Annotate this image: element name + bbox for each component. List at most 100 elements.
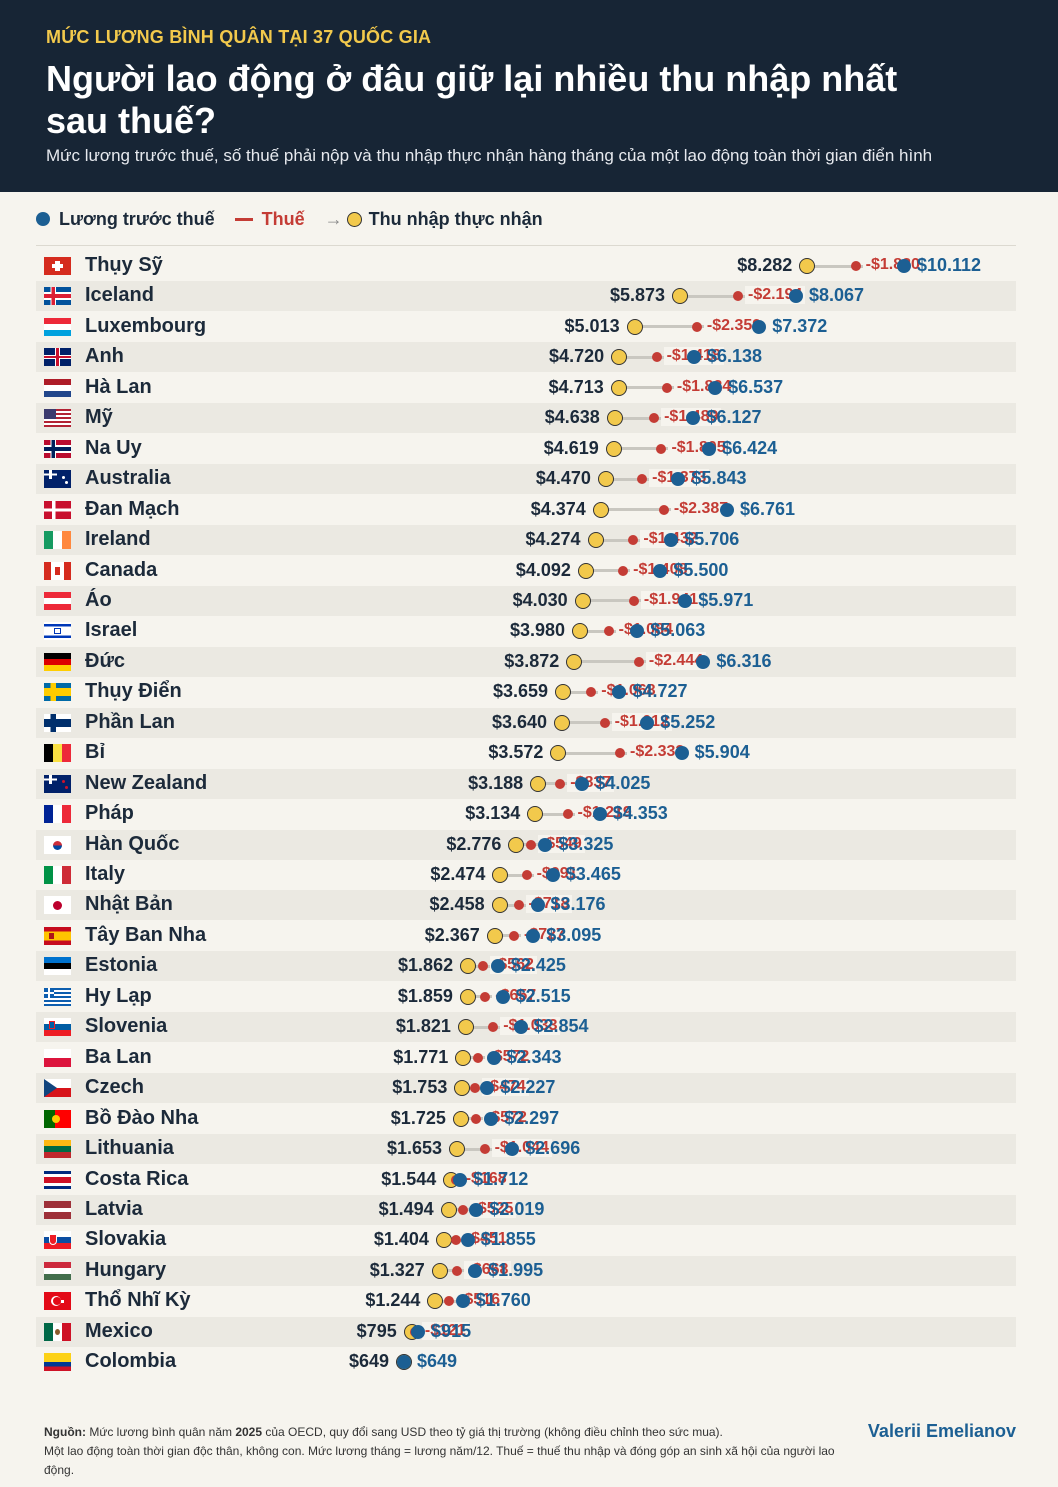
gross-value-label: $2.227 — [500, 1077, 556, 1098]
net-value-label: $3.872 — [504, 650, 560, 671]
ch-flag-icon — [44, 257, 71, 275]
gross-value-label: $10.112 — [917, 255, 982, 275]
cr-flag-icon — [44, 1170, 71, 1189]
net-point — [527, 806, 544, 823]
legend-tax-label: Thuế — [261, 208, 305, 229]
net-value-label: $1.725 — [390, 1107, 446, 1128]
legend-tax: Thuế — [234, 208, 305, 230]
tax-point — [488, 1022, 499, 1033]
tax-point — [661, 382, 672, 393]
country-name: Estonia — [85, 954, 158, 977]
net-dot-icon — [346, 211, 362, 227]
net-value-label: $1.327 — [369, 1259, 425, 1280]
net-point — [611, 349, 628, 366]
net-point — [431, 1262, 448, 1279]
tax-point — [599, 717, 610, 728]
net-value-label: $1.821 — [395, 1016, 451, 1037]
net-point — [457, 1019, 474, 1036]
tax-point — [477, 961, 488, 972]
gross-value-label: $5.843 — [691, 468, 747, 489]
tax-value-label: -$121 — [421, 1321, 469, 1340]
tax-point — [586, 687, 597, 698]
ee-flag-icon — [44, 957, 71, 976]
tax-point — [656, 443, 667, 454]
gross-point — [484, 1111, 499, 1126]
legend-net: → Thu nhập thực nhận — [325, 209, 543, 230]
source-line: Nguồn: Mức lương bình quân năm 2025 của … — [44, 1423, 864, 1442]
lt-flag-icon — [44, 1140, 71, 1159]
it-flag-icon — [44, 866, 71, 884]
kr-flag-icon — [44, 835, 71, 854]
tax-point — [521, 870, 532, 880]
net-value-label: $2.458 — [429, 894, 485, 915]
no-flag-icon — [44, 439, 71, 458]
net-value-label: $4.030 — [512, 589, 568, 610]
ca-flag-icon — [44, 561, 71, 580]
tax-value-label: -$1.805 — [668, 438, 729, 457]
country-name: Na Uy — [85, 436, 142, 459]
gross-point — [708, 380, 723, 395]
legend-gross-label: Lương trước thuế — [59, 208, 215, 229]
tax-point — [457, 1204, 468, 1215]
be-flag-icon — [44, 744, 71, 763]
net-point — [460, 958, 477, 975]
nl-flag-icon — [44, 378, 71, 397]
net-point — [626, 318, 643, 335]
tax-point — [555, 778, 566, 789]
gross-point — [453, 1172, 468, 1187]
si-flag-icon — [44, 1018, 71, 1037]
net-value-label: $1.771 — [393, 1046, 449, 1067]
gross-value-label: $1.855 — [480, 1229, 536, 1250]
gross-point — [897, 259, 911, 273]
net-value-label: $1.753 — [392, 1077, 448, 1098]
gross-value-label: $6.316 — [716, 650, 772, 671]
gross-point — [702, 441, 717, 456]
se-flag-icon — [44, 683, 71, 702]
country-name: Italy — [85, 863, 126, 885]
gross-point — [495, 989, 510, 1004]
net-value-label: $4.274 — [525, 529, 581, 550]
net-value-label: $8.282 — [737, 255, 793, 275]
co-flag-icon — [44, 1353, 71, 1372]
net-point — [597, 471, 614, 488]
net-point — [610, 379, 627, 396]
net-value-label: $4.470 — [535, 468, 591, 489]
jp-flag-icon — [44, 896, 71, 915]
gross-point — [538, 837, 553, 852]
country-name: Luxembourg — [85, 314, 207, 337]
country-name: Czech — [85, 1076, 144, 1099]
tax-point — [470, 1113, 481, 1124]
gross-value-label: $6.537 — [728, 376, 784, 397]
net-value-label: $3.134 — [465, 803, 521, 824]
tax-point — [509, 930, 519, 941]
gross-point — [505, 1142, 520, 1157]
net-point — [587, 532, 604, 549]
pt-flag-icon — [44, 1109, 71, 1128]
row-stripe — [36, 525, 1016, 556]
pl-flag-icon — [44, 1048, 71, 1067]
gross-value-label: $4.727 — [632, 681, 688, 702]
at-flag-icon — [44, 591, 71, 610]
tax-point — [628, 595, 639, 606]
net-point — [574, 592, 591, 609]
net-value-label: $3.659 — [492, 681, 549, 702]
net-value-label: $3.188 — [468, 772, 524, 793]
gross-point — [455, 1294, 470, 1309]
gross-value-label: $649 — [417, 1351, 458, 1372]
gross-point — [687, 350, 702, 365]
gross-value-label: $2.515 — [515, 985, 571, 1006]
gross-value-label: $6.761 — [739, 498, 795, 519]
au-flag-icon — [44, 470, 71, 489]
net-point — [491, 897, 508, 914]
source-label: Nguồn: — [44, 1425, 86, 1439]
gross-value-label: $5.500 — [673, 559, 729, 580]
country-name: Đan Mạch — [85, 497, 180, 520]
net-value-label: $1.544 — [381, 1168, 437, 1189]
gross-value-label: $3.176 — [550, 894, 606, 915]
net-point — [449, 1141, 466, 1158]
tax-point — [603, 626, 614, 637]
gross-value-label: $4.025 — [595, 772, 651, 793]
row-stripe — [36, 707, 1016, 738]
gross-point — [752, 319, 767, 334]
tax-value-label: -$1.941 — [640, 590, 702, 609]
